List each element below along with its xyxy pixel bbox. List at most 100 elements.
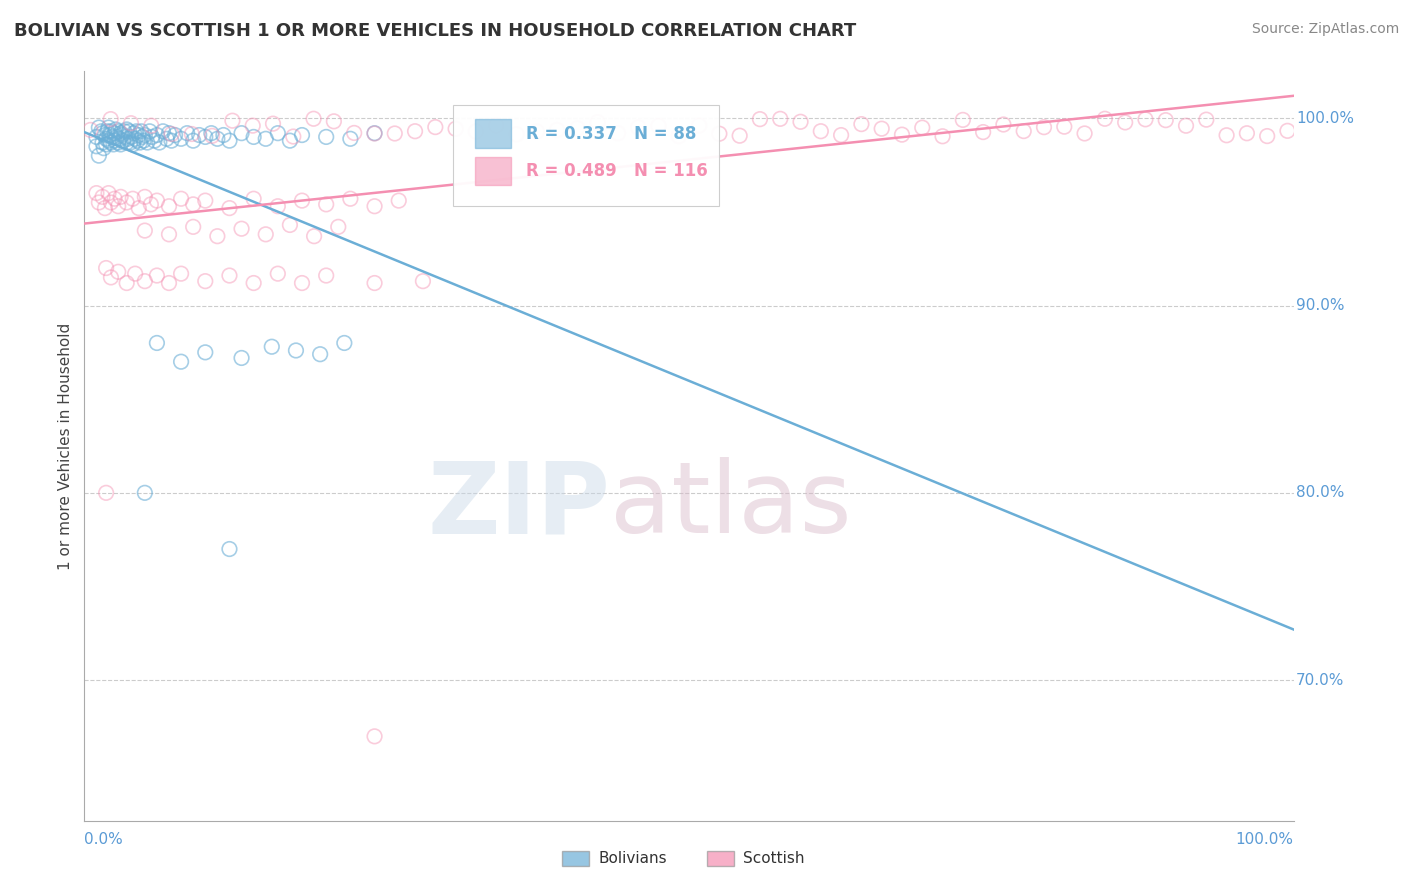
Point [728,128,751,143]
FancyBboxPatch shape [453,105,720,206]
Point [262,117,284,131]
Point [1215,128,1237,143]
Point [194,274,217,288]
Point [118,124,141,138]
Point [194,345,217,359]
Point [218,268,240,283]
Point [931,129,953,144]
Point [291,194,314,208]
Point [134,128,156,142]
Point [122,126,145,140]
Point [170,132,193,146]
Point [242,130,264,145]
Point [121,137,143,152]
Point [107,199,129,213]
Point [107,136,129,150]
Point [91,126,114,140]
Point [870,121,893,136]
Point [115,276,138,290]
Point [115,136,138,150]
Point [315,268,337,283]
Point [146,194,169,208]
Text: Source: ZipAtlas.com: Source: ZipAtlas.com [1251,22,1399,37]
Point [86,186,108,201]
Point [146,336,169,351]
Point [125,124,148,138]
Point [505,128,527,142]
Point [152,124,174,138]
Point [952,112,974,127]
Point [267,199,290,213]
Point [146,128,169,142]
Point [789,115,811,129]
Point [181,197,204,211]
Point [363,730,385,744]
Point [155,132,177,146]
Point [993,118,1015,132]
Point [180,127,202,141]
Point [749,112,772,127]
Point [851,117,873,131]
Point [94,132,117,146]
Point [207,132,229,146]
Point [363,276,385,290]
FancyBboxPatch shape [475,120,512,148]
Point [212,128,235,142]
Point [363,126,385,140]
Point [134,190,156,204]
Point [254,227,277,242]
Point [363,127,385,141]
Point [110,190,132,204]
Point [333,336,356,351]
Point [108,132,131,146]
Point [86,139,108,153]
Point [104,134,127,148]
Point [170,267,193,281]
Point [117,132,139,146]
Point [124,267,146,281]
Point [1033,120,1056,135]
Point [322,114,344,128]
Point [343,126,366,140]
Point [647,119,669,133]
Point [176,126,198,140]
Point [242,119,264,133]
Point [254,132,277,146]
Point [94,128,117,142]
Text: atlas: atlas [610,458,852,555]
Point [363,199,385,213]
Point [115,195,138,210]
Point [104,126,127,140]
Point [157,199,180,213]
Point [315,130,337,145]
Point [546,123,568,137]
Point [201,128,224,143]
Point [157,276,180,290]
Point [134,274,156,288]
Point [260,340,283,354]
Point [627,120,650,135]
Text: 80.0%: 80.0% [1296,485,1344,500]
Point [115,122,138,136]
Point [100,112,122,127]
Point [526,124,548,138]
Point [1277,124,1299,138]
Point [688,119,710,133]
Point [94,201,117,215]
Point [221,113,243,128]
Point [112,134,135,148]
Point [128,128,150,142]
Point [91,190,114,204]
Text: R = 0.337   N = 88: R = 0.337 N = 88 [526,125,696,143]
Point [121,130,143,145]
Point [100,136,122,150]
Point [1053,120,1076,134]
Point [567,121,589,136]
Point [105,130,128,145]
Point [97,186,120,201]
Point [96,124,118,138]
Point [146,268,169,283]
Point [606,126,628,140]
Point [132,134,155,148]
Point [444,121,467,136]
